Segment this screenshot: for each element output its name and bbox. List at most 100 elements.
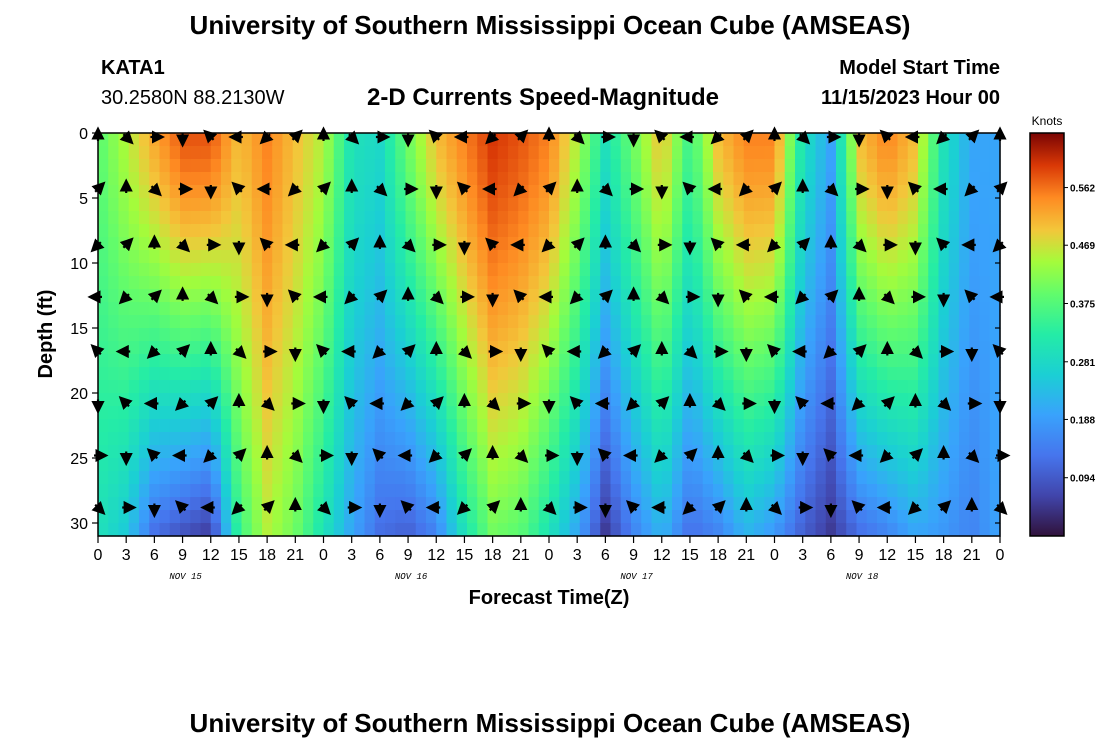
- heatmap-cell: [549, 211, 560, 225]
- heatmap-cell: [528, 328, 540, 342]
- heatmap-cell: [313, 497, 325, 511]
- heatmap-cell: [200, 523, 212, 537]
- heatmap-cell: [723, 458, 735, 472]
- heatmap-cell: [323, 328, 335, 342]
- heatmap-cell: [631, 211, 642, 225]
- heatmap-cell: [805, 328, 817, 342]
- heatmap-cell: [159, 393, 171, 407]
- heatmap-cell: [651, 367, 663, 381]
- heatmap-cell: [323, 458, 335, 472]
- heatmap-cell: [590, 315, 601, 329]
- heatmap-cell: [754, 354, 765, 368]
- heatmap-cell: [825, 172, 837, 186]
- heatmap-cell: [333, 523, 345, 537]
- heatmap-cell: [374, 146, 386, 160]
- heatmap-cell: [313, 458, 325, 472]
- heatmap-cell: [743, 419, 755, 433]
- heatmap-cell: [825, 510, 837, 524]
- heatmap-cell: [169, 315, 181, 329]
- heatmap-cell: [836, 380, 847, 394]
- heatmap-cell: [497, 471, 509, 485]
- heatmap-cell: [897, 445, 909, 459]
- heatmap-cell: [784, 484, 796, 498]
- heatmap-cell: [221, 419, 232, 433]
- heatmap-cell: [518, 419, 530, 433]
- heatmap-cell: [549, 380, 560, 394]
- heatmap-cell: [231, 393, 243, 407]
- current-arrow: [627, 344, 642, 359]
- colorbar-tick-label: 0.375: [1070, 300, 1095, 311]
- heatmap-cell: [948, 341, 960, 355]
- heatmap-cell: [477, 367, 489, 381]
- heatmap-cell: [426, 146, 437, 160]
- current-arrow: [400, 396, 415, 411]
- heatmap-cell: [774, 276, 786, 290]
- heatmap-cell: [795, 445, 806, 459]
- heatmap-cell: [784, 341, 796, 355]
- heatmap-cell: [938, 250, 950, 264]
- heatmap-cell: [959, 263, 970, 277]
- heatmap-cell: [836, 146, 847, 160]
- heatmap-cell: [190, 289, 202, 303]
- heatmap-cell: [128, 276, 140, 290]
- heatmap-cell: [702, 354, 714, 368]
- heatmap-cell: [436, 484, 448, 498]
- heatmap-cell: [477, 432, 489, 446]
- x-tick-label: 21: [512, 547, 530, 564]
- heatmap-cell: [139, 172, 150, 186]
- heatmap-cell: [774, 146, 786, 160]
- heatmap-cell: [815, 198, 827, 212]
- heatmap-cell: [979, 133, 991, 147]
- heatmap-cell: [98, 367, 109, 381]
- heatmap-cell: [241, 458, 253, 472]
- heatmap-cell: [262, 523, 273, 537]
- current-arrow: [400, 500, 415, 515]
- heatmap-cell: [979, 380, 991, 394]
- heatmap-cell: [272, 367, 284, 381]
- heatmap-cell: [374, 484, 386, 498]
- heatmap-cell: [918, 211, 929, 225]
- heatmap-cell: [733, 471, 745, 485]
- heatmap-cell: [190, 172, 202, 186]
- heatmap-cell: [98, 146, 109, 160]
- heatmap-cell: [815, 302, 827, 316]
- heatmap-cell: [702, 458, 714, 472]
- heatmap-cell: [436, 224, 448, 238]
- heatmap-cell: [436, 510, 448, 524]
- heatmap-cell: [159, 224, 171, 238]
- heatmap-cell: [928, 471, 940, 485]
- heatmap-cell: [702, 133, 714, 147]
- heatmap-cell: [907, 276, 919, 290]
- heatmap-cell: [989, 302, 1001, 316]
- heatmap-cell: [866, 237, 878, 251]
- heatmap-cell: [631, 484, 642, 498]
- x-tick-label: 18: [258, 547, 276, 564]
- heatmap-cell: [333, 367, 345, 381]
- heatmap-cell: [108, 523, 120, 537]
- heatmap-cell: [836, 510, 847, 524]
- heatmap-cell: [866, 263, 878, 277]
- heatmap-cell: [754, 380, 765, 394]
- heatmap-cell: [333, 458, 345, 472]
- heatmap-cell: [877, 471, 888, 485]
- heatmap-cell: [456, 276, 468, 290]
- heatmap-cell: [159, 315, 171, 329]
- heatmap-cell: [733, 354, 745, 368]
- heatmap-cell: [272, 133, 284, 147]
- heatmap-cell: [713, 367, 724, 381]
- heatmap-cell: [579, 432, 591, 446]
- heatmap-cell: [272, 146, 284, 160]
- current-arrow: [429, 396, 444, 411]
- heatmap-cell: [231, 432, 243, 446]
- heatmap-cell: [866, 250, 878, 264]
- heatmap-cell: [641, 393, 653, 407]
- heatmap-cell: [907, 432, 919, 446]
- heatmap-cell: [159, 302, 171, 316]
- heatmap-cell: [415, 289, 427, 303]
- heatmap-cell: [467, 367, 478, 381]
- heatmap-cell: [661, 458, 673, 472]
- heatmap-cell: [497, 484, 509, 498]
- heatmap-cell: [169, 471, 181, 485]
- heatmap-cell: [395, 510, 407, 524]
